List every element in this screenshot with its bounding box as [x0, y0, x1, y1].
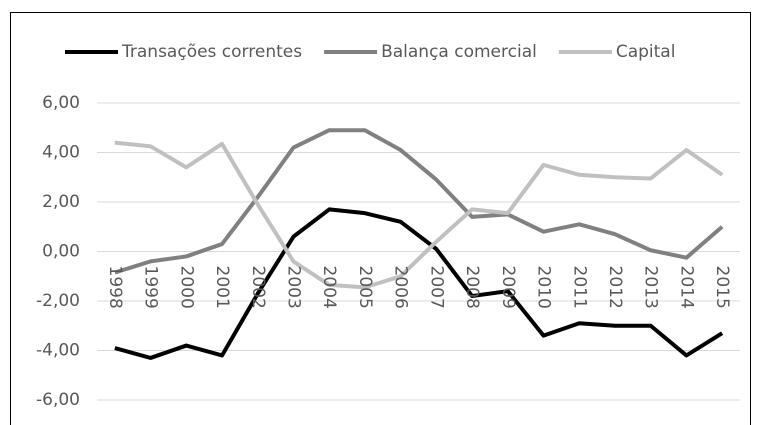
- y-tick-label: -6,00: [36, 390, 80, 410]
- x-tick-label: 2003: [283, 266, 303, 309]
- chart-frame: [10, 12, 751, 425]
- x-tick-label: 2002: [248, 266, 268, 309]
- x-tick-label: 1998: [105, 266, 125, 309]
- series-line: [114, 128, 724, 275]
- x-tick-label: 2000: [176, 266, 196, 309]
- x-tick-label: 2004: [319, 266, 339, 309]
- series-line: [114, 207, 724, 360]
- y-tick-label: 0,00: [42, 242, 80, 262]
- x-tick-label: 2012: [605, 266, 625, 309]
- y-tick-label: -4,00: [36, 341, 80, 361]
- series-line: [114, 140, 724, 290]
- x-tick-label: 1999: [141, 266, 161, 309]
- y-tick-label: 2,00: [42, 192, 80, 212]
- y-tick-label: 6,00: [42, 93, 80, 113]
- x-tick-label: 2011: [569, 266, 589, 309]
- x-tick-label: 2008: [462, 266, 482, 309]
- x-tick-label: 2001: [212, 266, 232, 309]
- x-tick-label: 2006: [391, 266, 411, 309]
- x-tick-label: 2005: [355, 266, 375, 309]
- x-tick-label: 2013: [641, 266, 661, 309]
- y-tick-label: 4,00: [42, 143, 80, 163]
- legend-label: Balança comercial: [381, 42, 537, 62]
- x-tick-label: 2009: [498, 266, 518, 309]
- y-tick-label: -2,00: [36, 291, 80, 311]
- x-tick-label: 2015: [712, 266, 732, 309]
- legend-label: Transações correntes: [121, 42, 302, 62]
- x-tick-label: 2014: [676, 266, 696, 309]
- x-tick-label: 2007: [426, 266, 446, 309]
- legend-label: Capital: [616, 42, 676, 62]
- x-tick-label: 2010: [534, 266, 554, 309]
